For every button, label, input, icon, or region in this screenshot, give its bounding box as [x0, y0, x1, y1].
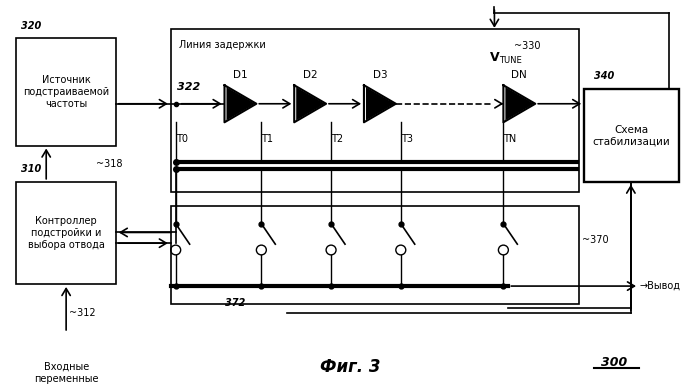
Text: Входные
переменные: Входные переменные [34, 362, 98, 384]
Text: 310: 310 [22, 164, 42, 174]
Text: Схема
стабилизации: Схема стабилизации [593, 124, 670, 146]
Text: D3: D3 [373, 70, 387, 81]
Text: TN: TN [503, 134, 517, 144]
Text: ~370: ~370 [582, 235, 609, 245]
Text: T3: T3 [401, 134, 413, 144]
Text: D1: D1 [233, 70, 248, 81]
Bar [16, 39, 116, 145]
Text: 300: 300 [601, 356, 627, 369]
Bar [171, 29, 579, 191]
Text: ~330: ~330 [514, 41, 541, 51]
Bar [16, 182, 116, 284]
Text: Источник
подстраиваемой
частоты: Источник подстраиваемой частоты [23, 75, 109, 109]
Text: V: V [489, 51, 499, 65]
Bar [584, 89, 678, 182]
Bar [171, 206, 579, 304]
Text: DN: DN [512, 70, 527, 81]
Polygon shape [296, 87, 325, 120]
Polygon shape [226, 87, 255, 120]
Text: 322: 322 [177, 82, 200, 92]
Text: 372: 372 [225, 298, 246, 308]
Text: TUNE: TUNE [499, 56, 522, 65]
Text: Фиг. 3: Фиг. 3 [320, 358, 380, 376]
Text: 340: 340 [594, 71, 614, 81]
Text: Линия задержки: Линия задержки [179, 40, 265, 51]
Polygon shape [505, 87, 534, 120]
Polygon shape [366, 87, 395, 120]
Text: T0: T0 [176, 134, 188, 144]
Text: ~318: ~318 [96, 159, 123, 169]
Text: →Вывод: →Вывод [640, 281, 681, 291]
Text: T2: T2 [331, 134, 343, 144]
Text: D2: D2 [303, 70, 318, 81]
Text: T1: T1 [261, 134, 274, 144]
Text: 320: 320 [22, 21, 42, 31]
Text: ~312: ~312 [69, 308, 96, 318]
Text: Контроллер
подстройки и
выбора отвода: Контроллер подстройки и выбора отвода [28, 216, 105, 249]
